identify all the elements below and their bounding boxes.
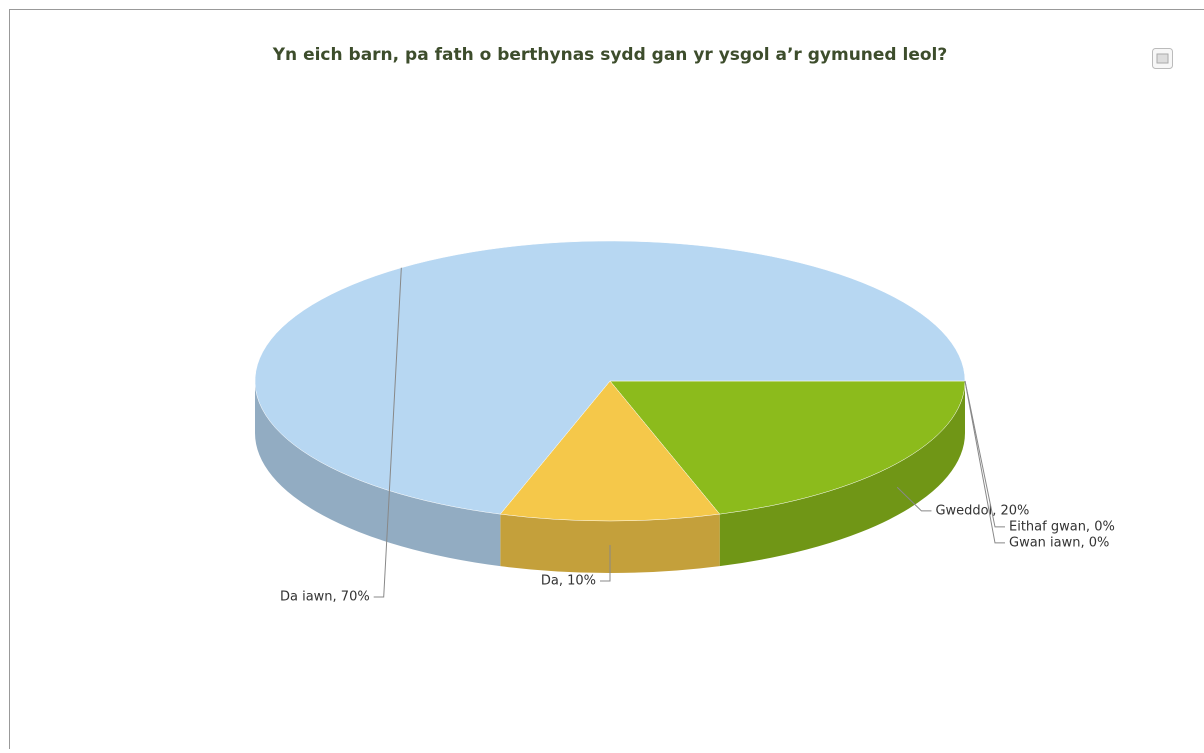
menu-button[interactable] <box>1153 49 1173 69</box>
chart-title: Yn eich barn, pa fath o berthynas sydd g… <box>272 45 948 65</box>
data-label: Da, 10% <box>541 574 596 589</box>
data-label: Gweddol, 20% <box>935 503 1029 518</box>
data-label: Da iawn, 70% <box>280 590 370 605</box>
data-label: Eithaf gwan, 0% <box>1009 519 1115 534</box>
data-label: Gwan iawn, 0% <box>1009 535 1109 550</box>
